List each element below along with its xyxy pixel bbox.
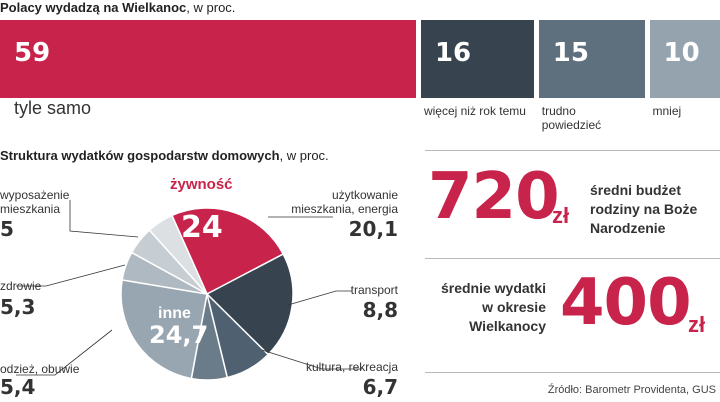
pie-value-label: 5,4 xyxy=(0,375,36,399)
pie-category-label: odzież, obuwie xyxy=(0,362,80,376)
bar-category-label: mniej xyxy=(652,104,682,118)
pie-value-label: 5 xyxy=(0,217,14,241)
bar-category-label: więcej niż rok temu xyxy=(423,104,526,118)
source-note: Źródło: Barometr Providenta, GUS xyxy=(547,384,716,396)
pie-category-label: kultura, rekreacja xyxy=(305,360,398,374)
bar-category-label: trudno powiedzieć xyxy=(541,104,602,132)
bar-segment-3: 15 xyxy=(538,20,645,98)
separator-middle xyxy=(425,258,720,259)
bar-value-label: 10 xyxy=(663,38,700,68)
pie-category-label: inne xyxy=(158,305,191,322)
bar-segment-2: 16 xyxy=(420,20,534,98)
pie-value-label: 20,1 xyxy=(348,217,398,241)
pie-chart-title: Struktura wydatków gospodarstw domowych,… xyxy=(0,148,329,163)
bar-segment-4: 10 xyxy=(649,20,720,98)
bar-value-label: 59 xyxy=(14,38,51,68)
bar-chart-title: Polacy wydadzą na Wielkanoc, w proc. xyxy=(0,0,236,15)
budget-description: średni budżet rodziny na Boże Narodzenie xyxy=(590,182,698,236)
pie-slice xyxy=(120,279,208,380)
pie-value-label: 24 xyxy=(181,210,223,245)
bar-value-label: 15 xyxy=(552,38,589,68)
separator-top xyxy=(425,150,720,151)
pie-chart xyxy=(16,200,362,381)
easter-value: 400 xyxy=(560,266,692,340)
separator-bottom xyxy=(425,372,720,373)
pie-value-label: 6,7 xyxy=(362,375,398,399)
bar-value-label: 16 xyxy=(434,38,472,68)
pie-category-label: użytkowanie mieszkania, energia xyxy=(291,188,398,216)
pie-value-label: 8,8 xyxy=(362,298,398,322)
bar-segment-1: 59 xyxy=(0,20,416,98)
pie-category-label: transport xyxy=(350,283,398,297)
pie-category-label: zdrowie xyxy=(0,279,42,293)
pie-leader-line xyxy=(16,264,126,287)
easter-description: średnie wydatki w okresie Wielkanocy xyxy=(440,280,546,334)
pie-category-label: wyposażenie mieszkania xyxy=(0,188,70,216)
easter-unit: zł xyxy=(688,312,706,337)
bar-category-label: tyle samo xyxy=(14,98,92,118)
pie-leader-line xyxy=(287,290,352,306)
pie-value-label: 24,7 xyxy=(149,321,209,349)
pie-leader-line xyxy=(261,349,362,370)
budget-value: 720 xyxy=(428,160,560,234)
pie-slice xyxy=(170,207,285,296)
pie-slice xyxy=(148,214,208,295)
budget-unit: zł xyxy=(552,203,570,228)
pie-leader-line xyxy=(16,329,113,376)
pie-leader-line xyxy=(69,200,139,238)
pie-category-label: żywność xyxy=(170,176,233,193)
pie-slice xyxy=(205,253,294,356)
pie-value-label: 5,3 xyxy=(0,295,36,319)
